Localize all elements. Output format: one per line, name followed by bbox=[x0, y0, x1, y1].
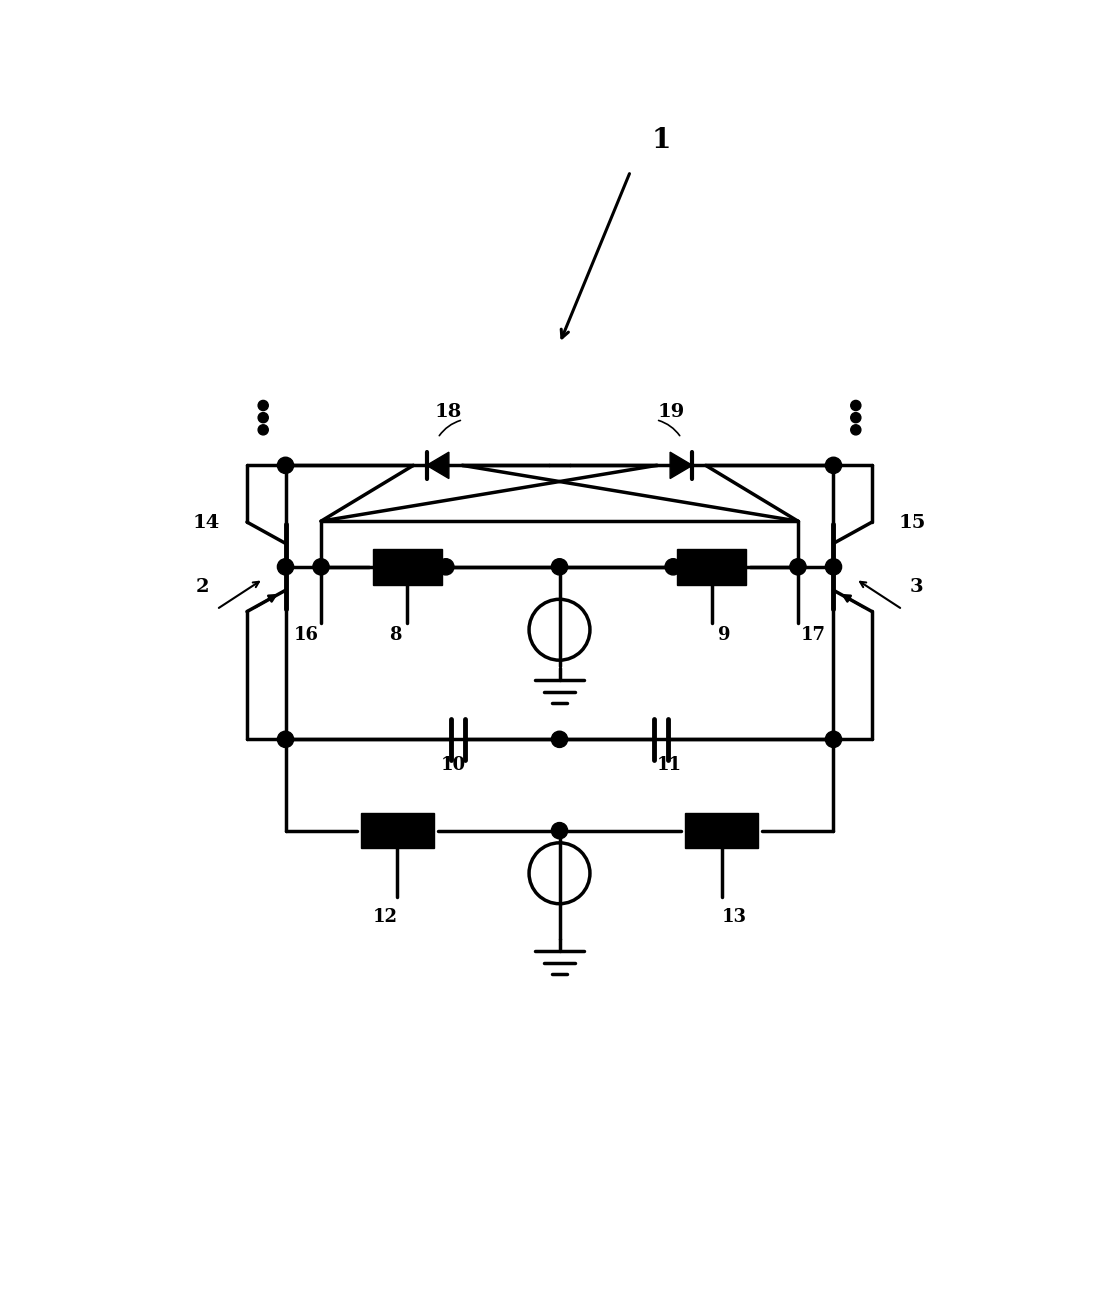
Circle shape bbox=[313, 559, 329, 575]
Bar bbox=[685, 813, 759, 849]
Text: 13: 13 bbox=[722, 908, 746, 925]
Bar bbox=[360, 813, 434, 849]
Circle shape bbox=[826, 559, 841, 575]
Circle shape bbox=[258, 412, 269, 422]
Circle shape bbox=[790, 559, 806, 575]
Text: 16: 16 bbox=[293, 626, 318, 644]
Circle shape bbox=[826, 731, 841, 748]
Circle shape bbox=[438, 559, 454, 575]
Circle shape bbox=[552, 731, 567, 748]
Circle shape bbox=[826, 457, 841, 473]
Circle shape bbox=[278, 731, 293, 748]
Text: 18: 18 bbox=[434, 403, 461, 421]
Circle shape bbox=[258, 400, 269, 411]
Circle shape bbox=[665, 559, 681, 575]
Bar bbox=[677, 550, 746, 584]
Text: 12: 12 bbox=[373, 908, 397, 925]
Circle shape bbox=[552, 559, 567, 575]
Text: 1: 1 bbox=[651, 127, 670, 154]
Polygon shape bbox=[426, 452, 449, 478]
Text: 9: 9 bbox=[717, 626, 730, 644]
Circle shape bbox=[850, 400, 861, 411]
Text: 10: 10 bbox=[441, 756, 466, 774]
Text: 11: 11 bbox=[657, 756, 681, 774]
Circle shape bbox=[278, 559, 293, 575]
Text: 15: 15 bbox=[899, 515, 927, 533]
Bar bbox=[373, 550, 442, 584]
Text: 14: 14 bbox=[192, 515, 220, 533]
Text: 17: 17 bbox=[801, 626, 826, 644]
Text: 8: 8 bbox=[389, 626, 402, 644]
Circle shape bbox=[278, 457, 293, 473]
Circle shape bbox=[850, 412, 861, 422]
Polygon shape bbox=[670, 452, 693, 478]
Circle shape bbox=[850, 425, 861, 435]
Circle shape bbox=[552, 823, 567, 839]
Circle shape bbox=[258, 425, 269, 435]
Text: 3: 3 bbox=[910, 578, 923, 596]
Text: 2: 2 bbox=[196, 578, 209, 596]
Text: 19: 19 bbox=[658, 403, 685, 421]
